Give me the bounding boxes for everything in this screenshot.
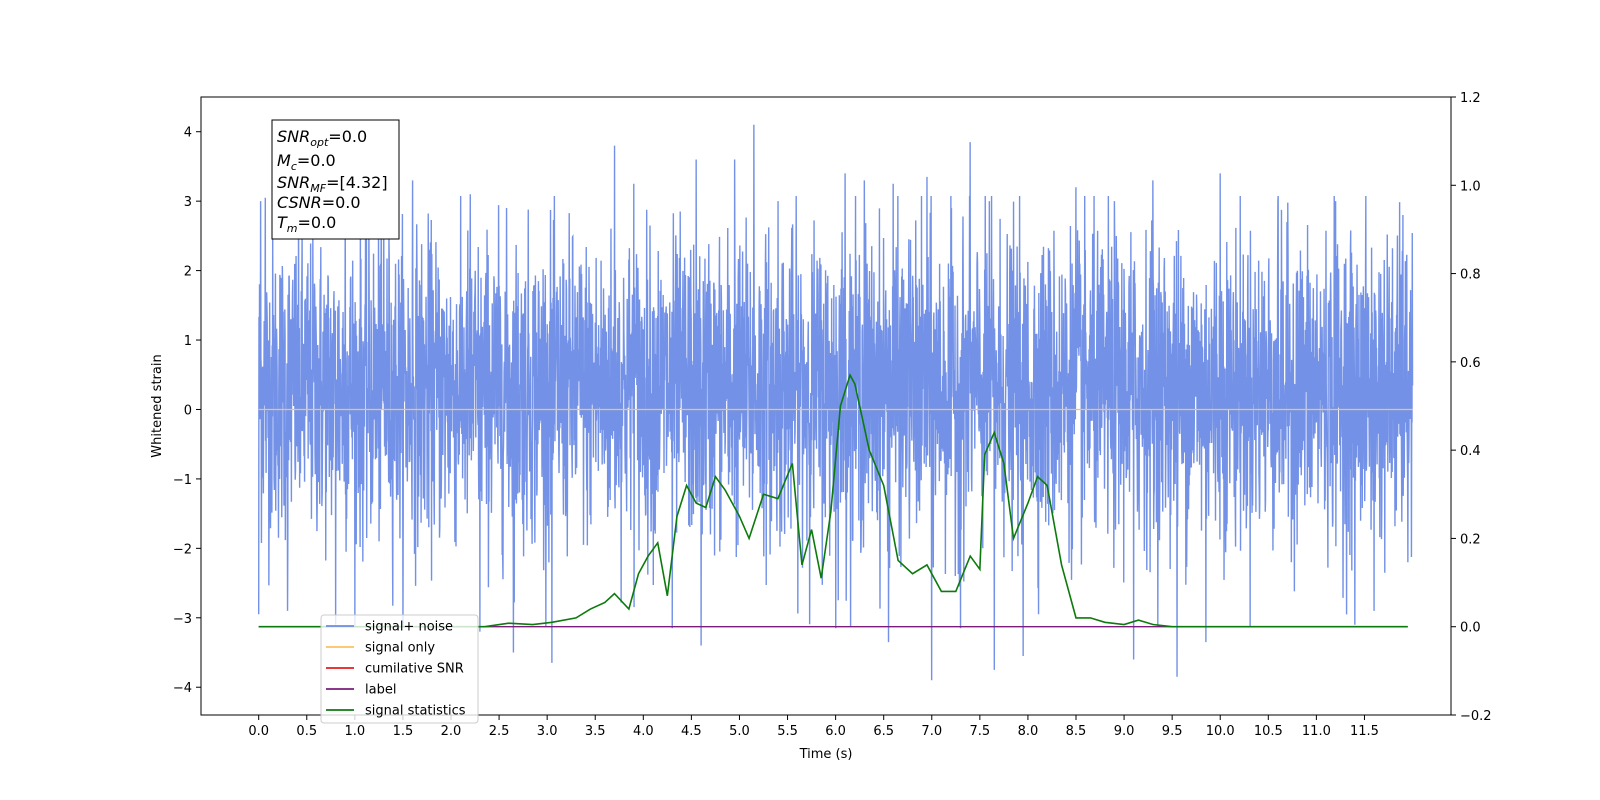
info-snr-opt-base: SNR	[277, 127, 310, 146]
info-tm: Tm=0.0	[277, 213, 336, 235]
y-axis-right: 1.2 1.0 0.8 0.6 0.4 0.2 0.0 −0.2	[1451, 91, 1492, 724]
x-tick-label: 9.5	[1162, 724, 1183, 739]
info-snr-mf-sub: MF	[310, 182, 326, 195]
y-left-tick-label: 2	[184, 265, 192, 280]
y-axis-left: 4 3 2 1 0 −1 −2 −3 −4	[173, 126, 201, 696]
x-tick-label: 10.5	[1254, 724, 1283, 739]
y-left-tick-label: 4	[184, 126, 192, 141]
y-right-tick-label: 1.0	[1460, 179, 1481, 194]
y-left-tick-label: 3	[184, 195, 192, 210]
x-tick-label: 6.0	[825, 724, 846, 739]
info-box-frame	[271, 119, 400, 240]
x-tick-label: 10.0	[1206, 724, 1235, 739]
signal-noise-line	[257, 124, 1414, 681]
x-tick-label: 1.5	[393, 724, 414, 739]
info-snr-opt-value: =0.0	[328, 127, 367, 146]
x-tick-label: 11.0	[1302, 724, 1331, 739]
info-csnr-value: =0.0	[322, 193, 361, 212]
info-box: SNRopt=0.0 Mc=0.0 SNRMF=[4.32] CSNR=0.0 …	[271, 119, 400, 240]
info-snr-opt: SNRopt=0.0	[277, 127, 367, 149]
x-tick-label: 2.0	[441, 724, 462, 739]
y-right-tick-label: 1.2	[1460, 91, 1481, 106]
x-axis: 0.0 0.5 1.0 1.5 2.0 2.5 3.0 3.5 4.0 4.5 5.0 5.5 6.0 6…	[248, 715, 1379, 739]
x-tick-label: 2.5	[489, 724, 510, 739]
info-mc: Mc=0.0	[277, 151, 336, 173]
y-left-tick-label: −4	[173, 681, 192, 696]
legend-label: signal+ noise	[365, 620, 453, 635]
info-tm-base: T	[277, 213, 288, 232]
info-tm-sub: m	[287, 222, 298, 235]
signal-statistics-line	[258, 373, 1408, 628]
legend-frame	[320, 614, 479, 724]
y-left-tick-label: −1	[173, 473, 192, 488]
y-left-tick-label: 0	[184, 403, 192, 418]
x-tick-label: 5.0	[729, 724, 750, 739]
legend-label: signal statistics	[365, 704, 466, 719]
x-tick-label: 8.5	[1066, 724, 1087, 739]
x-tick-label: 4.0	[633, 724, 654, 739]
legend-label: signal only	[365, 641, 435, 656]
y-right-tick-label: 0.6	[1460, 356, 1481, 371]
x-tick-label: 9.0	[1114, 724, 1135, 739]
x-tick-label: 11.5	[1350, 724, 1379, 739]
y-axis-label-left: Whitened strain	[150, 354, 165, 457]
y-left-tick-label: −3	[173, 612, 192, 627]
x-tick-label: 8.0	[1018, 724, 1039, 739]
info-mc-sub: c	[291, 160, 297, 173]
y-right-tick-label: 0.0	[1460, 621, 1481, 636]
x-tick-label: 5.5	[777, 724, 798, 739]
x-tick-label: 3.0	[537, 724, 558, 739]
info-mc-base: M	[277, 151, 291, 170]
signal-noise-series	[257, 124, 1414, 681]
x-tick-label: 3.5	[585, 724, 606, 739]
x-tick-label: 0.5	[296, 724, 317, 739]
x-tick-label: 6.5	[873, 724, 894, 739]
info-snr-mf: SNRMF=[4.32]	[277, 173, 388, 195]
info-mc-value: =0.0	[297, 151, 336, 170]
legend-label: cumilative SNR	[365, 662, 464, 677]
y-right-tick-label: −0.2	[1460, 709, 1492, 724]
info-snr-mf-value: =[4.32]	[326, 173, 388, 192]
y-left-tick-label: 1	[184, 334, 192, 349]
info-csnr-base: CSNR	[277, 193, 322, 212]
y-right-tick-label: 0.2	[1460, 532, 1481, 547]
legend-label: label	[365, 683, 396, 698]
x-tick-label: 0.0	[248, 724, 269, 739]
y-right-tick-label: 0.4	[1460, 444, 1481, 459]
x-tick-label: 7.5	[970, 724, 991, 739]
legend: signal+ noise signal only cumilative SNR la…	[320, 614, 479, 724]
x-tick-label: 1.0	[345, 724, 366, 739]
info-csnr: CSNR=0.0	[277, 193, 361, 212]
x-axis-label: Time (s)	[799, 747, 853, 762]
x-tick-label: 7.0	[921, 724, 942, 739]
plot-frame	[200, 96, 1452, 716]
info-snr-mf-base: SNR	[277, 173, 310, 192]
y-left-tick-label: −2	[173, 542, 192, 557]
info-tm-value: =0.0	[298, 213, 337, 232]
y-right-tick-label: 0.8	[1460, 268, 1481, 283]
x-tick-label: 4.5	[681, 724, 702, 739]
info-snr-opt-sub: opt	[310, 136, 329, 149]
